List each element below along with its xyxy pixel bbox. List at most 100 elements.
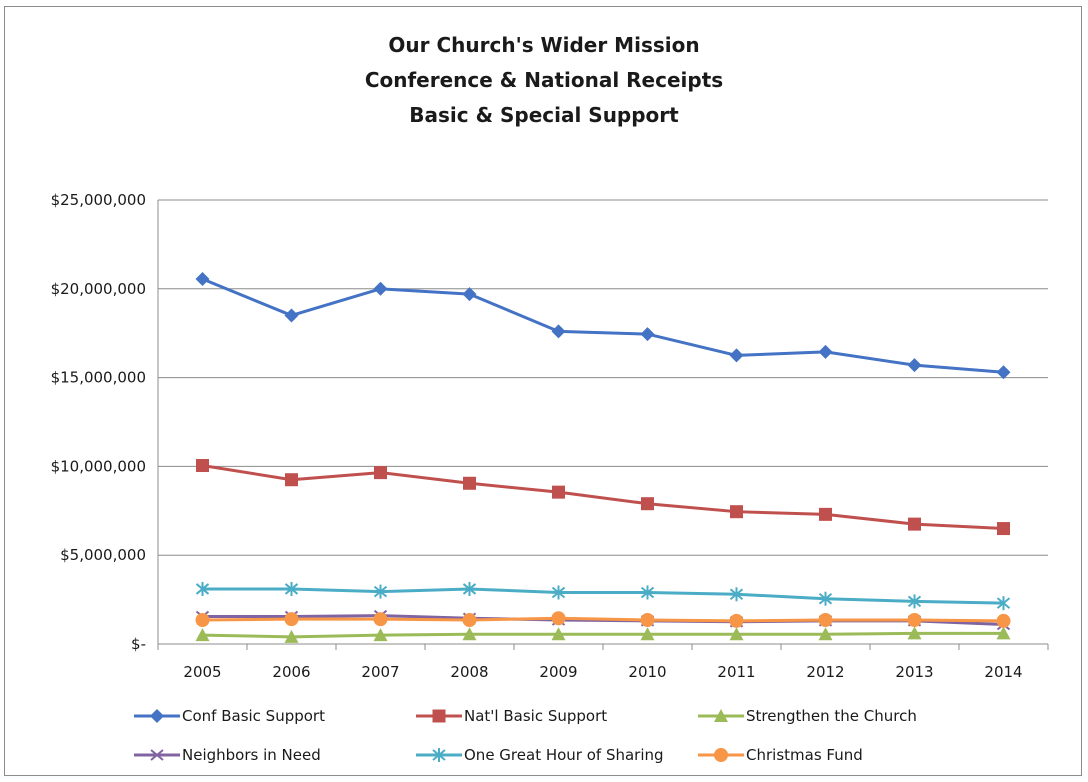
data-point: [730, 505, 743, 519]
data-point: [907, 594, 922, 609]
data-point: [640, 327, 655, 342]
data-point: [195, 272, 210, 287]
data-point: [195, 581, 210, 596]
y-tick-label: $20,000,000: [51, 280, 146, 298]
data-point: [551, 627, 566, 641]
data-point: [374, 466, 387, 480]
data-point: [907, 626, 922, 640]
legend-label: One Great Hour of Sharing: [464, 746, 664, 764]
data-point: [462, 287, 477, 302]
y-tick-label: $5,000,000: [60, 546, 146, 564]
data-point: [996, 365, 1011, 380]
x-tick-label: 2009: [539, 663, 577, 681]
series-line: [201, 277, 1004, 374]
data-point: [818, 613, 833, 628]
series-christmas-fund: [195, 611, 1011, 628]
legend-label: Nat'l Basic Support: [464, 707, 607, 725]
data-point: [463, 476, 476, 490]
data-point: [729, 587, 744, 602]
data-point: [284, 612, 299, 627]
marker-stroke: [150, 749, 164, 761]
data-point: [373, 281, 388, 296]
data-point: [551, 324, 566, 339]
data-point: [195, 613, 210, 628]
data-point: [284, 581, 299, 596]
series-one-great-hour-of-sharing: [195, 581, 1011, 611]
x-tick-label: 2014: [984, 663, 1022, 681]
legend-swatch-marker: [714, 748, 728, 762]
x-tick-label: 2007: [361, 663, 399, 681]
chart-title-line-3: Basic & Special Support: [409, 103, 679, 127]
legend-item: Nat'l Basic Support: [416, 707, 607, 725]
data-point: [641, 497, 654, 511]
legend-swatch-marker: [150, 749, 164, 761]
legend-item: Christmas Fund: [698, 746, 863, 764]
data-point: [908, 517, 921, 531]
legend-swatch-marker: [432, 748, 446, 762]
y-tick-label: $15,000,000: [51, 369, 146, 387]
legend-label: Strengthen the Church: [746, 707, 917, 725]
x-tick-label: 2006: [272, 663, 310, 681]
data-point: [818, 344, 833, 359]
data-point: [552, 485, 565, 499]
data-point: [284, 629, 299, 643]
data-point: [640, 613, 655, 628]
data-point: [996, 596, 1011, 611]
legend-label: Conf Basic Support: [182, 707, 325, 725]
y-tick-label: $-: [131, 635, 146, 653]
data-point: [640, 627, 655, 641]
data-point: [640, 585, 655, 600]
data-point: [819, 507, 832, 521]
x-tick-label: 2011: [717, 663, 755, 681]
y-tick-label: $25,000,000: [51, 191, 146, 209]
data-point: [462, 613, 477, 628]
data-point: [285, 473, 298, 487]
series-line: [202, 587, 1004, 605]
series-line: [202, 464, 1004, 531]
x-tick-label: 2012: [806, 663, 844, 681]
y-tick-label: $10,000,000: [51, 457, 146, 475]
data-point: [729, 348, 744, 363]
data-point: [373, 612, 388, 627]
data-point: [997, 522, 1010, 536]
series-line: [202, 631, 1004, 639]
chart-frame: [4, 6, 1082, 776]
data-point: [551, 611, 566, 626]
data-point: [907, 613, 922, 628]
data-point: [818, 627, 833, 641]
x-tick-label: 2010: [628, 663, 666, 681]
legend-swatch-marker: [432, 709, 446, 723]
data-point: [729, 613, 744, 628]
legend: Conf Basic Support Nat'l Basic Support Str…: [134, 707, 917, 764]
chart-title: Our Church's Wider Mission Conference & …: [0, 28, 1088, 133]
data-point: [729, 627, 744, 641]
legend-item: Neighbors in Need: [134, 746, 321, 764]
x-tick-label: 2005: [183, 663, 221, 681]
x-tick-label: 2008: [450, 663, 488, 681]
legend-item: Conf Basic Support: [134, 707, 325, 725]
legend-swatch-marker: [714, 709, 728, 722]
legend-label: Neighbors in Need: [182, 746, 321, 764]
data-point: [462, 627, 477, 641]
data-point: [284, 308, 299, 323]
data-point: [818, 591, 833, 606]
legend-swatch-marker: [150, 709, 164, 723]
data-point: [373, 584, 388, 599]
gridlines: [158, 199, 1048, 645]
data-point: [551, 585, 566, 600]
series-conf-basic-support: [195, 272, 1011, 380]
series-layer: [195, 272, 1011, 643]
legend-item: Strengthen the Church: [698, 707, 917, 725]
data-point: [196, 459, 209, 473]
series-nat-l-basic-support: [196, 459, 1010, 536]
data-point: [373, 628, 388, 642]
chart-title-line-2: Conference & National Receipts: [364, 68, 724, 92]
x-tick-label: 2013: [895, 663, 933, 681]
legend-label: Christmas Fund: [746, 746, 863, 764]
axes: $- $5,000,000 $10,000,000 $15,000,000 $20,00…: [51, 191, 1049, 681]
data-point: [996, 626, 1011, 640]
data-point: [462, 581, 477, 596]
series-line: [202, 616, 1004, 623]
legend-item: One Great Hour of Sharing: [416, 746, 664, 764]
